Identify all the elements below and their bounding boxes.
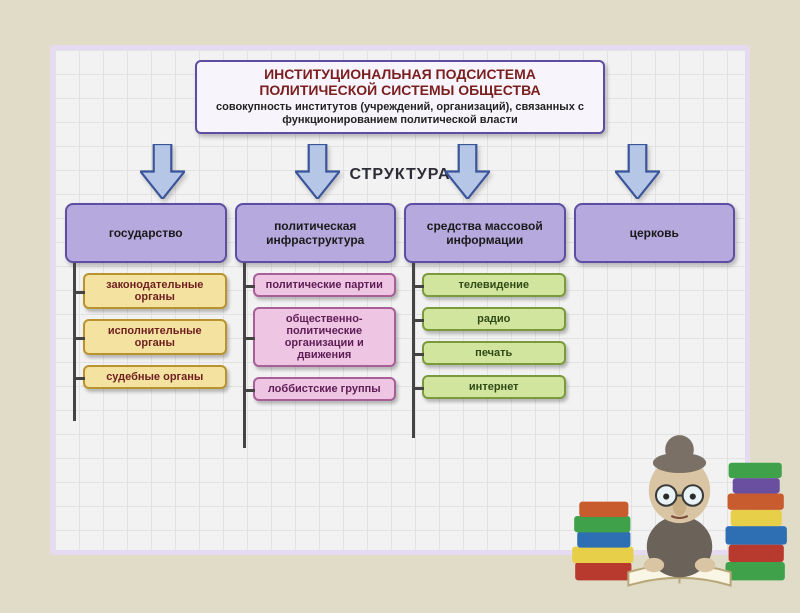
librarian-illustration — [567, 383, 792, 608]
spine-3 — [412, 263, 415, 438]
cat-state: государство — [65, 203, 227, 263]
sub-item: законодательные органы — [83, 273, 227, 309]
title-box: ИНСТИТУЦИОНАЛЬНАЯ ПОДСИСТЕМА ПОЛИТИЧЕСКО… — [195, 60, 605, 134]
sub-item: судебные органы — [83, 365, 227, 389]
category-row: государство политическая инфраструктура … — [65, 203, 735, 263]
structure-label: СТРУКТУРА — [349, 166, 450, 184]
sub-col-2: политические партии общественно-политиче… — [235, 273, 397, 411]
title-sub: совокупность институтов (учреждений, орг… — [205, 101, 595, 126]
sub-col-3: телевидение радио печать интернет — [404, 273, 566, 411]
cat-infra: политическая инфраструктура — [235, 203, 397, 263]
cat-media: средства массовой информации — [404, 203, 566, 263]
sub-col-1: законодательные органы исполнительные ор… — [65, 273, 227, 411]
sub-item: лоббистские группы — [253, 377, 397, 401]
sub-item: политические партии — [253, 273, 397, 297]
sub-item: печать — [422, 341, 566, 365]
arrow-3 — [445, 144, 490, 199]
arrow-2 — [295, 144, 340, 199]
sub-item: интернет — [422, 375, 566, 399]
spine-1 — [73, 263, 76, 421]
arrow-4 — [615, 144, 660, 199]
sub-item: общественно-политические организации и д… — [253, 307, 397, 367]
cat-church: церковь — [574, 203, 736, 263]
arrow-1 — [140, 144, 185, 199]
title-main: ИНСТИТУЦИОНАЛЬНАЯ ПОДСИСТЕМА ПОЛИТИЧЕСКО… — [205, 66, 595, 98]
arrows-row: СТРУКТУРА — [65, 138, 735, 203]
sub-item: исполнительные органы — [83, 319, 227, 355]
sub-item: телевидение — [422, 273, 566, 297]
spine-2 — [243, 263, 246, 448]
sub-item: радио — [422, 307, 566, 331]
